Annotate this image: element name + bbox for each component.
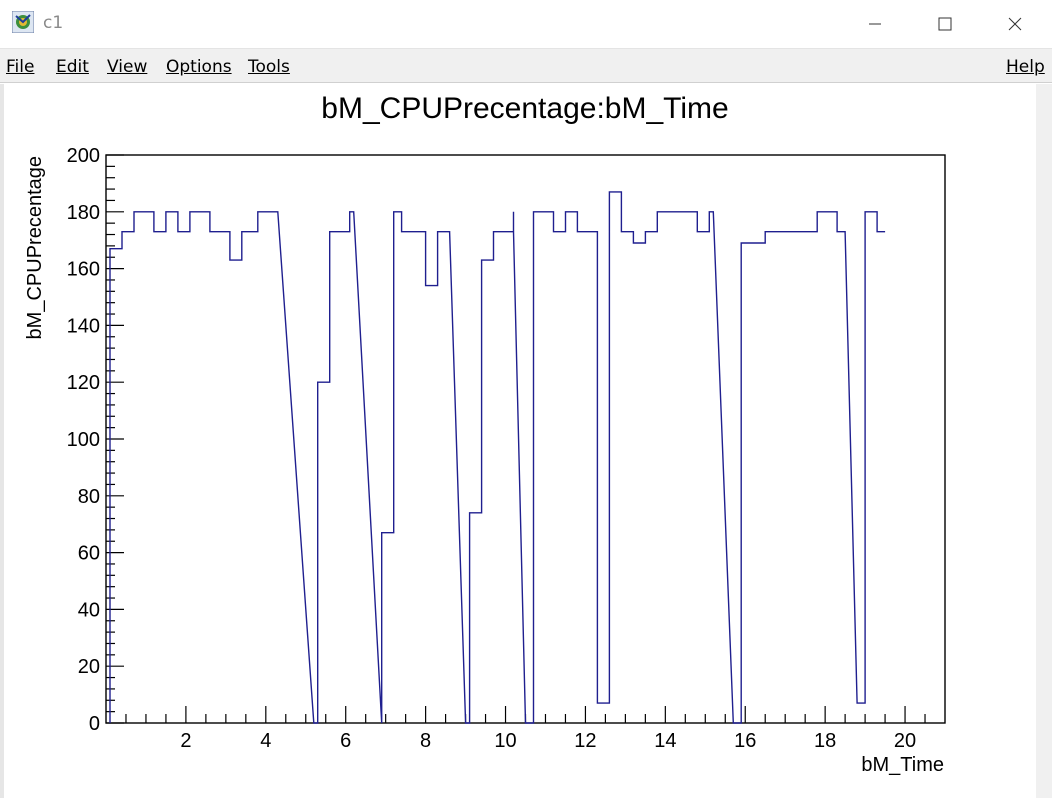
x-tick-label: 6 xyxy=(340,730,351,752)
menu-file[interactable]: File xyxy=(6,57,35,77)
menu-options[interactable]: Options xyxy=(166,57,232,77)
x-tick-label: 16 xyxy=(734,730,756,752)
root-canvas-icon xyxy=(12,11,34,33)
y-tick-label: 200 xyxy=(67,145,100,167)
x-tick-label: 12 xyxy=(574,730,596,752)
minimize-button[interactable] xyxy=(852,0,898,48)
y-tick-label: 140 xyxy=(67,315,100,337)
y-tick-label: 180 xyxy=(67,202,100,224)
window-titlebar: c1 xyxy=(0,0,1052,48)
x-tick-label: 10 xyxy=(494,730,516,752)
close-icon xyxy=(1008,17,1022,31)
y-tick-label: 0 xyxy=(89,713,100,735)
series-line xyxy=(109,191,886,724)
menu-help[interactable]: Help xyxy=(1006,57,1045,77)
x-tick-label: 8 xyxy=(420,730,431,752)
y-tick-label: 40 xyxy=(78,599,100,621)
y-tick-label: 80 xyxy=(78,486,100,508)
y-tick-label: 60 xyxy=(78,543,100,565)
maximize-icon xyxy=(938,17,952,31)
maximize-button[interactable] xyxy=(922,0,968,48)
close-button[interactable] xyxy=(992,0,1038,48)
y-tick-label: 100 xyxy=(67,429,100,451)
y-tick-label: 120 xyxy=(67,372,100,394)
y-tick-label: 20 xyxy=(78,656,100,678)
menu-tools[interactable]: Tools xyxy=(248,57,290,77)
window-left-border xyxy=(0,84,4,798)
y-tick-label: 160 xyxy=(67,259,100,281)
plot-canvas[interactable]: bM_CPUPrecentage:bM_Time 2 4 6 8 10 12 14 16 18 2… xyxy=(4,84,1036,798)
x-axis-label: bM_Time xyxy=(861,754,944,776)
x-tick-label: 4 xyxy=(260,730,271,752)
axis-tick-labels: 2 4 6 8 10 12 14 16 18 20020406080100120140160180… xyxy=(67,145,917,752)
x-tick-label: 20 xyxy=(894,730,916,752)
x-tick-label: 2 xyxy=(180,730,191,752)
window-title: c1 xyxy=(43,13,64,33)
x-tick-label: 14 xyxy=(654,730,676,752)
plot-frame xyxy=(105,154,946,724)
chart-title: bM_CPUPrecentage:bM_Time xyxy=(321,92,728,125)
x-tick-label: 18 xyxy=(814,730,836,752)
axis-ticks xyxy=(106,154,926,724)
menu-view[interactable]: View xyxy=(107,57,148,77)
minimize-icon xyxy=(869,23,881,25)
menu-edit[interactable]: Edit xyxy=(56,57,89,77)
chart-svg: bM_CPUPrecentage:bM_Time 2 4 6 8 10 12 14 16 18 2… xyxy=(24,92,946,776)
window-right-border xyxy=(1036,84,1052,798)
menu-bar: File Edit View Options Tools Help xyxy=(0,48,1052,83)
y-axis-label: bM_CPUPrecentage xyxy=(24,156,46,339)
